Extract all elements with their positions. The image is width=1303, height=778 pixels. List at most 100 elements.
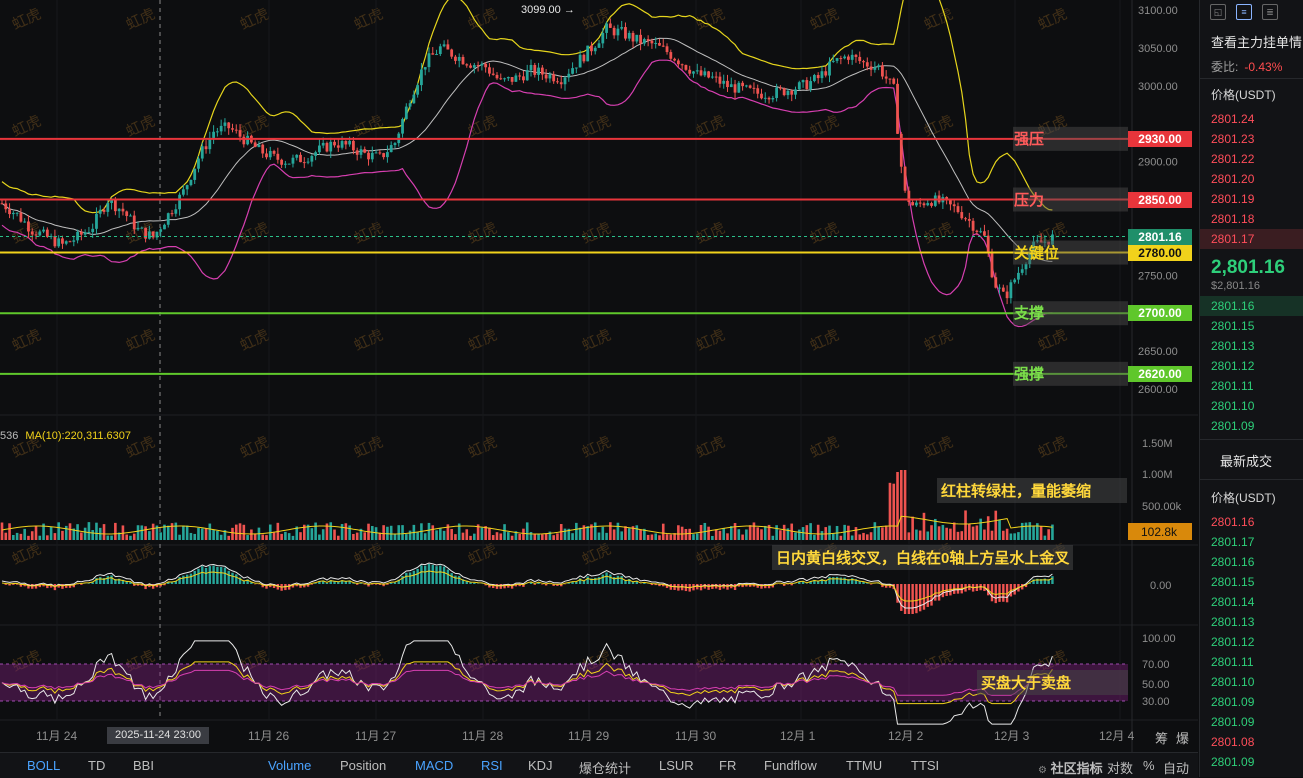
ask-price-row[interactable]: 2801.18 — [1200, 209, 1303, 229]
indicator-tab-boll[interactable]: BOLL — [27, 758, 60, 773]
trades-price-header: 价格(USDT) — [1200, 483, 1303, 512]
candle-body — [465, 64, 468, 65]
volume-bar — [851, 535, 854, 540]
volume-bar — [103, 524, 106, 540]
indicator-tab-position[interactable]: Position — [340, 758, 386, 773]
bid-price-row[interactable]: 2801.16 — [1200, 296, 1303, 316]
indicator-tab-rsi[interactable]: RSI — [481, 758, 503, 773]
candle-body — [839, 58, 842, 59]
candle-body — [178, 195, 181, 210]
ask-price-row[interactable]: 2801.20 — [1200, 169, 1303, 189]
rsi-tick: 50.00 — [1142, 679, 1170, 691]
indicator-tab-bbi[interactable]: BBI — [133, 758, 154, 773]
ask-price-row[interactable]: 2801.23 — [1200, 129, 1303, 149]
candle-body — [114, 199, 117, 211]
peak-label: 3099.00 → — [521, 4, 575, 16]
candle-body — [915, 203, 918, 206]
macd-histogram-bar — [923, 584, 925, 610]
ask-price-row[interactable]: 2801.24 — [1200, 109, 1303, 129]
volume-bar — [783, 525, 786, 540]
volume-bar — [46, 535, 49, 540]
community-indicators-button[interactable]: ⚙ 社区指标 — [1038, 758, 1103, 777]
candle-body — [802, 80, 805, 82]
candle-body — [443, 44, 446, 46]
time-tick: 12月 2 — [888, 729, 924, 743]
ask-price-row[interactable]: 2801.19 — [1200, 189, 1303, 209]
book-bids-icon[interactable]: ≣ — [1262, 4, 1278, 20]
volume-bar — [137, 525, 140, 540]
candle-body — [994, 277, 997, 287]
candle-body — [23, 222, 26, 223]
volume-bar — [628, 528, 631, 540]
candle-body — [768, 98, 771, 100]
chart-area[interactable]: 虹虎虹虎虹虎虹虎虹虎虹虎虹虎虹虎虹虎虹虎虹虎虹虎虹虎虹虎虹虎虹虎虹虎虹虎虹虎虹虎… — [0, 0, 1198, 752]
log-scale-toggle[interactable]: 对数 — [1107, 758, 1133, 777]
indicator-tab-ttmu[interactable]: TTMU — [846, 758, 882, 773]
indicator-tab-td[interactable]: TD — [88, 758, 105, 773]
time-crosshair-label: 2025-11-24 23:00 — [107, 727, 209, 744]
candle-body — [617, 29, 620, 36]
candle-body — [163, 225, 166, 230]
candle-body — [734, 84, 737, 92]
bid-price-row[interactable]: 2801.13 — [1200, 336, 1303, 356]
percent-scale-toggle[interactable]: % — [1143, 758, 1155, 773]
volume-bar — [473, 534, 476, 540]
volume-bar — [779, 530, 782, 540]
volume-bar — [817, 525, 820, 540]
candle-body — [601, 33, 604, 43]
candle-body — [813, 75, 816, 81]
bid-price-row[interactable]: 2801.12 — [1200, 356, 1303, 376]
chips-toggle[interactable]: 筹 — [1155, 728, 1168, 747]
volume-bar — [734, 523, 737, 540]
volume-bar — [292, 536, 295, 540]
volume-bar — [375, 527, 378, 540]
ask-price-row[interactable]: 2801.22 — [1200, 149, 1303, 169]
volume-bar — [957, 532, 960, 540]
candle-body — [409, 103, 412, 106]
volume-bar — [760, 529, 763, 540]
volume-bar — [435, 530, 438, 540]
indicator-tab-爆仓统计[interactable]: 爆仓统计 — [579, 758, 631, 777]
trades-title[interactable]: 最新成交 — [1200, 443, 1303, 476]
macd-histogram-bar — [832, 577, 834, 584]
orderbook-panel: ◱ ≡ ≣ 查看主力挂单情 委比:-0.43% 价格(USDT) 2801.24… — [1199, 0, 1303, 777]
candle-body — [998, 288, 1001, 289]
indicator-tab-fr[interactable]: FR — [719, 758, 736, 773]
indicator-tab-lsur[interactable]: LSUR — [659, 758, 694, 773]
indicator-tab-kdj[interactable]: KDJ — [528, 758, 553, 773]
bid-price-row[interactable]: 2801.15 — [1200, 316, 1303, 336]
macd-histogram-bar — [651, 584, 653, 585]
rsi-tick: 100.00 — [1142, 633, 1176, 645]
volume-current-tag: 102.8k — [1141, 525, 1178, 539]
bid-price-row[interactable]: 2801.11 — [1200, 376, 1303, 396]
indicator-tab-ttsi[interactable]: TTSI — [911, 758, 939, 773]
macd-histogram-bar — [413, 571, 415, 584]
candle-body — [526, 70, 529, 80]
indicator-tab-fundflow[interactable]: Fundflow — [764, 758, 817, 773]
candle-body — [212, 132, 215, 138]
bid-price-row[interactable]: 2801.10 — [1200, 396, 1303, 416]
orderbook-title[interactable]: 查看主力挂单情 — [1200, 22, 1303, 51]
time-tick: 12月 1 — [780, 729, 816, 743]
volume-bar — [469, 536, 472, 540]
candle-body — [964, 218, 967, 219]
auto-scale-toggle[interactable]: 自动 — [1163, 758, 1189, 777]
candle-body — [292, 158, 295, 164]
book-both-icon[interactable]: ≡ — [1236, 4, 1252, 20]
indicator-tab-macd[interactable]: MACD — [415, 758, 453, 773]
volume-bar — [503, 524, 506, 540]
time-tick: 11月 30 — [675, 729, 716, 743]
macd-histogram-bar — [5, 584, 7, 585]
macd-histogram-bar — [927, 584, 929, 607]
volume-bar — [552, 535, 555, 540]
layout-icon[interactable]: ◱ — [1210, 4, 1226, 20]
volume-bar — [575, 523, 578, 540]
macd-histogram-bar — [473, 583, 475, 584]
indicator-tab-volume[interactable]: Volume — [268, 758, 311, 773]
volume-bar — [934, 519, 937, 540]
bid-price-row[interactable]: 2801.09 — [1200, 416, 1303, 436]
liquidation-toggle[interactable]: 爆 — [1176, 728, 1189, 747]
price-tick: 3000.00 — [1138, 81, 1178, 93]
ask-price-row[interactable]: 2801.17 — [1200, 229, 1303, 249]
candle-body — [106, 203, 109, 212]
